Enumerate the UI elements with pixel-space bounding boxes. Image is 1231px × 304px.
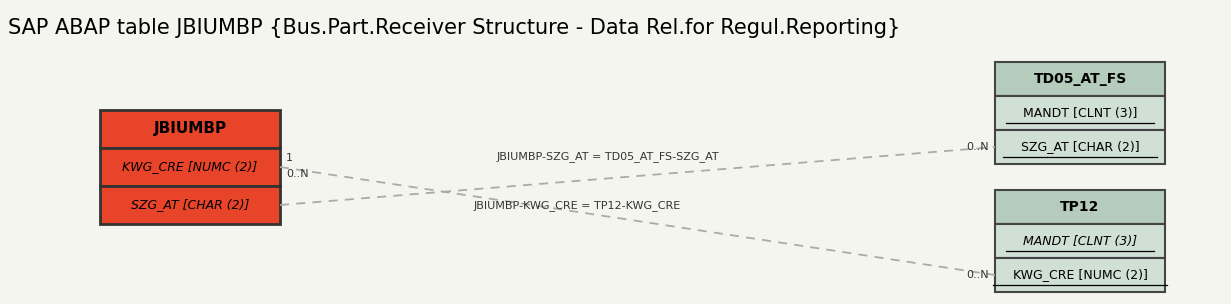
Text: KWG_CRE [NUMC (2)]: KWG_CRE [NUMC (2)] [1013, 268, 1147, 282]
Text: TD05_AT_FS: TD05_AT_FS [1033, 72, 1126, 86]
Bar [100, 110, 279, 148]
Text: SZG_AT [CHAR (2)]: SZG_AT [CHAR (2)] [1020, 140, 1140, 154]
Bar [995, 62, 1165, 96]
Bar [100, 148, 279, 186]
Bar [995, 130, 1165, 164]
Text: SZG_AT [CHAR (2)]: SZG_AT [CHAR (2)] [130, 199, 249, 212]
Bar [100, 186, 279, 224]
Text: MANDT [CLNT (3)]: MANDT [CLNT (3)] [1023, 234, 1137, 247]
Text: MANDT [CLNT (3)]: MANDT [CLNT (3)] [1023, 106, 1137, 119]
Text: 1: 1 [286, 153, 293, 163]
Text: TP12: TP12 [1060, 200, 1099, 214]
Text: 0..N: 0..N [286, 169, 309, 179]
Bar [995, 224, 1165, 258]
Text: JBIUMBP: JBIUMBP [154, 122, 227, 136]
Text: JBIUMBP-SZG_AT = TD05_AT_FS-SZG_AT: JBIUMBP-SZG_AT = TD05_AT_FS-SZG_AT [496, 151, 719, 162]
Text: KWG_CRE [NUMC (2)]: KWG_CRE [NUMC (2)] [122, 161, 257, 174]
Text: SAP ABAP table JBIUMBP {Bus.Part.Receiver Structure - Data Rel.for Regul.Reporti: SAP ABAP table JBIUMBP {Bus.Part.Receive… [7, 18, 900, 38]
Bar [995, 258, 1165, 292]
Bar [995, 96, 1165, 130]
Text: 0..N: 0..N [966, 142, 988, 152]
Bar [995, 190, 1165, 224]
Text: 0..N: 0..N [966, 270, 988, 280]
Text: JBIUMBP-KWG_CRE = TP12-KWG_CRE: JBIUMBP-KWG_CRE = TP12-KWG_CRE [474, 200, 681, 211]
